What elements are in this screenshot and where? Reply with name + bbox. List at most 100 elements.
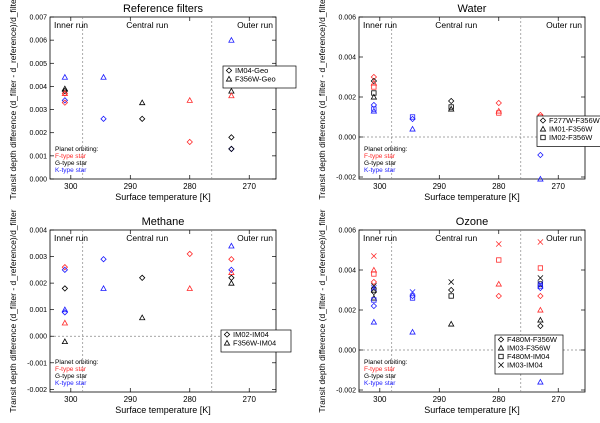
series-legend-label: F356W-IM04 xyxy=(233,339,276,348)
data-point-triangle xyxy=(537,306,544,313)
series-legend-label: IM03-F356W xyxy=(507,344,551,353)
x-axis-label: Surface temperature [K] xyxy=(115,192,211,202)
plot-frame xyxy=(358,16,586,180)
legend-marker-diamond xyxy=(539,117,547,124)
y-tick-label: 0.006 xyxy=(338,228,356,235)
star-type-label: F-type star xyxy=(364,153,396,160)
panel-ozone: Ozone Inner run Central run Outer run -0.002… xyxy=(317,209,586,415)
data-point-triangle xyxy=(370,318,378,325)
data-point-diamond xyxy=(61,87,69,95)
data-point-triangle xyxy=(228,269,235,275)
legend-marker-cross xyxy=(498,362,504,368)
x-tick-label: 300 xyxy=(373,182,387,191)
series-legend-label: F277W-F356W xyxy=(549,116,600,125)
x-tick-label: 270 xyxy=(552,182,566,191)
y-axis-label: Transit depth difference (d_filter - d_r… xyxy=(8,209,18,412)
series-legend-label: IM04-Geo xyxy=(235,66,268,75)
data-point-square xyxy=(371,271,377,277)
x-axis-label: Surface temperature [K] xyxy=(424,192,520,202)
data-point-triangle xyxy=(61,306,69,313)
data-point-cross xyxy=(370,285,377,291)
y-axis-label: Transit depth difference (d_filter - d_r… xyxy=(317,0,327,200)
data-point-diamond xyxy=(228,134,235,141)
legend-marker-diamond xyxy=(497,336,505,343)
data-point-cross xyxy=(370,253,377,259)
y-tick-label: -0.002 xyxy=(336,388,356,395)
region-label: Inner run xyxy=(54,233,88,243)
data-point-diamond xyxy=(495,292,502,300)
data-point-square xyxy=(371,106,377,112)
data-point-diamond xyxy=(409,292,416,300)
y-tick-label: 0.002 xyxy=(29,130,47,137)
data-point-triangle xyxy=(228,36,235,43)
data-point-diamond xyxy=(448,97,455,105)
x-tick-label: 290 xyxy=(124,182,138,191)
data-point-triangle xyxy=(537,378,544,385)
region-label: Central run xyxy=(126,20,168,30)
x-tick-label: 290 xyxy=(433,395,447,404)
chart-title: Ozone xyxy=(456,216,488,228)
y-tick-label: -0.002 xyxy=(27,387,47,394)
y-tick-label: 0.007 xyxy=(29,15,47,22)
region-label: Central run xyxy=(435,233,477,243)
legend-marker-diamond xyxy=(223,331,231,338)
data-point-cross xyxy=(537,239,544,245)
data-point-diamond xyxy=(228,266,235,274)
star-type-label: K-type star xyxy=(55,167,87,174)
plot-frame xyxy=(49,16,277,180)
legend-marker-square xyxy=(540,134,546,141)
y-tick-label: 0.001 xyxy=(29,153,47,160)
legend-marker-triangle xyxy=(223,339,231,346)
series-legend-label: IM02-F356W xyxy=(549,133,593,142)
data-point-square xyxy=(409,295,416,301)
region-label: Inner run xyxy=(54,20,88,30)
x-tick-label: 280 xyxy=(492,182,506,191)
data-point-cross xyxy=(370,283,377,289)
data-point-triangle xyxy=(447,320,455,327)
data-point-diamond xyxy=(537,322,544,330)
legend-caption: Planet orbiting: xyxy=(55,146,99,153)
x-tick-label: 280 xyxy=(183,182,197,191)
x-tick-label: 270 xyxy=(243,395,257,404)
data-point-triangle xyxy=(370,93,378,100)
x-tick-label: 290 xyxy=(433,182,447,191)
star-type-label: K-type star xyxy=(364,167,396,174)
legend-caption: Planet orbiting: xyxy=(364,359,408,366)
data-point-diamond xyxy=(61,285,69,292)
series-legend-label: IM03-IM04 xyxy=(507,361,543,370)
x-tick-label: 280 xyxy=(492,395,506,404)
x-axis-label: Surface temperature [K] xyxy=(424,405,520,415)
series-legend-box xyxy=(536,115,600,147)
data-point-triangle xyxy=(186,285,194,291)
data-point-triangle xyxy=(228,92,235,99)
data-point-diamond xyxy=(186,250,193,258)
data-point-diamond xyxy=(228,145,235,153)
y-tick-label: 0.003 xyxy=(29,107,47,114)
y-tick-label: 0.002 xyxy=(29,281,47,288)
data-point-square xyxy=(448,104,454,110)
star-type-label: K-type star xyxy=(55,380,87,387)
chart-title: Water xyxy=(458,3,487,15)
data-point-square xyxy=(448,293,454,299)
data-point-triangle xyxy=(61,319,69,326)
data-point-triangle xyxy=(100,285,107,291)
data-point-square xyxy=(371,90,377,96)
legend-marker-square xyxy=(498,353,504,360)
data-point-cross xyxy=(537,281,544,287)
legend-marker-triangle xyxy=(225,75,233,82)
y-tick-label: 0.000 xyxy=(338,135,356,142)
data-point-triangle xyxy=(61,338,69,345)
data-point-triangle xyxy=(138,99,146,106)
data-point-triangle xyxy=(186,96,194,103)
data-point-triangle xyxy=(370,79,378,86)
region-label: Outer run xyxy=(546,233,582,243)
x-tick-label: 270 xyxy=(243,182,257,191)
data-point-triangle xyxy=(447,105,455,112)
region-label: Inner run xyxy=(363,233,397,243)
data-point-square xyxy=(496,110,502,116)
y-tick-label: 0.002 xyxy=(338,308,356,315)
plot-frame xyxy=(358,229,586,393)
y-tick-label: 0.006 xyxy=(29,38,47,45)
data-point-square xyxy=(537,265,544,271)
